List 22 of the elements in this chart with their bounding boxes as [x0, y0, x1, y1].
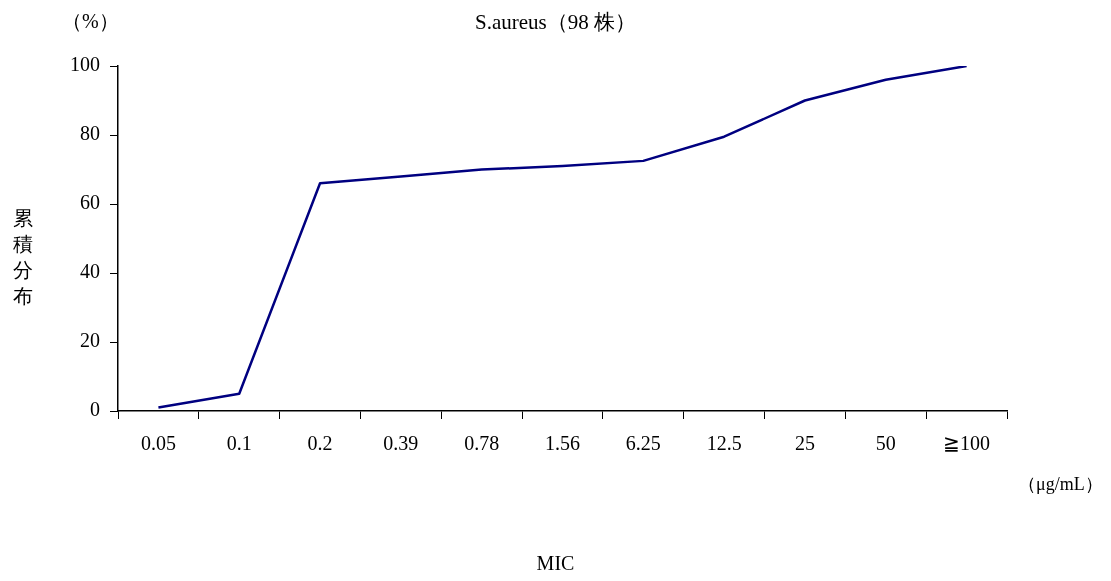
- y-tick-label: 40: [80, 260, 100, 283]
- x-tick-label: ≧100: [943, 432, 991, 455]
- chart-title: S.aureus（98 株）: [475, 10, 636, 34]
- x-axis-title: MIC: [535, 552, 576, 575]
- x-tick-label: 0.05: [140, 432, 176, 455]
- y-tick-label: 100: [70, 53, 100, 76]
- y-tick-label: 80: [80, 122, 100, 145]
- x-tick-label: 0.78: [464, 432, 500, 455]
- text: （μg/mL）: [1018, 473, 1103, 496]
- y-tick-label: 60: [80, 191, 100, 214]
- y-axis-title: 累積分布: [12, 206, 34, 309]
- y-tick-label: 20: [80, 329, 100, 352]
- x-tick-label: 0.39: [383, 432, 419, 455]
- x-tick-label: 25: [794, 432, 815, 455]
- text: （%）: [62, 9, 119, 34]
- x-tick-label: 0.1: [226, 432, 252, 455]
- x-tick-label: 6.25: [625, 432, 661, 455]
- y-tick-label: 0: [90, 398, 100, 421]
- x-tick-label: 12.5: [706, 432, 742, 455]
- x-tick-label: 1.56: [545, 432, 580, 455]
- x-tick-label: 0.2: [307, 432, 333, 455]
- x-tick-label: 50: [875, 432, 896, 455]
